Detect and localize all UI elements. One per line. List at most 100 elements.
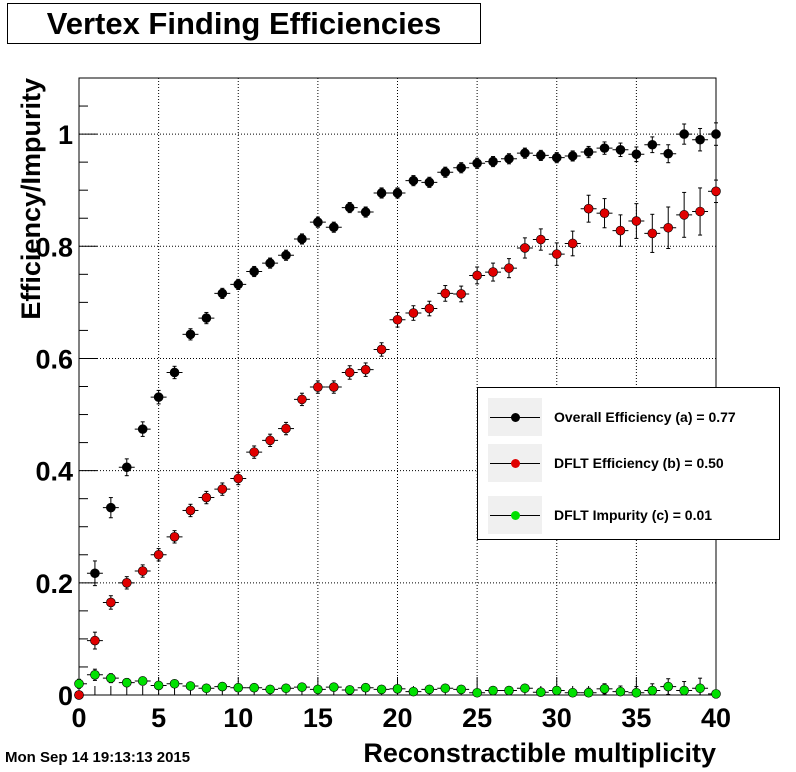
data-point bbox=[663, 681, 674, 692]
data-point bbox=[265, 435, 275, 446]
legend-label-dflt-efficiency: DFLT Efficiency (b) = 0.50 bbox=[554, 455, 724, 471]
data-point bbox=[297, 682, 307, 692]
legend-swatch bbox=[488, 444, 542, 482]
data-point bbox=[472, 158, 482, 169]
data-point bbox=[408, 308, 419, 318]
series-dflt-impurity bbox=[74, 668, 721, 699]
data-point bbox=[249, 682, 259, 693]
data-point bbox=[90, 635, 100, 646]
data-point bbox=[711, 129, 721, 139]
data-point bbox=[169, 367, 180, 378]
data-point bbox=[313, 382, 323, 392]
legend-label-dflt-impurity: DFLT Impurity (c) = 0.01 bbox=[554, 507, 713, 523]
legend-label-overall: Overall Efficiency (a) = 0.77 bbox=[554, 409, 736, 425]
legend-entry-dflt-impurity: DFLT Impurity (c) = 0.01 bbox=[488, 496, 773, 534]
series-dflt-efficiency bbox=[74, 179, 721, 700]
data-point bbox=[121, 578, 132, 588]
title-box: Vertex Finding Efficiencies bbox=[7, 3, 481, 44]
x-tick-label: 25 bbox=[462, 703, 492, 733]
data-point bbox=[599, 143, 610, 153]
data-point bbox=[424, 177, 435, 188]
data-point bbox=[344, 685, 355, 695]
data-point bbox=[328, 682, 339, 692]
data-point bbox=[121, 462, 132, 473]
x-tick-label: 10 bbox=[223, 703, 253, 733]
data-point bbox=[583, 147, 594, 157]
data-point bbox=[297, 234, 307, 244]
data-point bbox=[408, 175, 419, 186]
data-point bbox=[74, 678, 84, 689]
data-point bbox=[551, 249, 562, 259]
data-point bbox=[137, 424, 148, 434]
data-point bbox=[313, 684, 323, 695]
data-point bbox=[567, 238, 578, 249]
data-point bbox=[185, 505, 196, 516]
data-point bbox=[504, 685, 514, 696]
data-point bbox=[344, 367, 355, 378]
data-point bbox=[233, 473, 244, 484]
data-point bbox=[615, 225, 626, 236]
y-tick-label: 0.4 bbox=[35, 457, 73, 487]
y-tick-label: 1 bbox=[58, 120, 73, 150]
data-point bbox=[695, 683, 705, 694]
timestamp: Mon Sep 14 19:13:13 2015 bbox=[5, 749, 191, 766]
data-point bbox=[281, 423, 291, 434]
data-point bbox=[153, 549, 164, 560]
data-point bbox=[185, 329, 196, 340]
data-point bbox=[281, 250, 291, 261]
data-point bbox=[711, 186, 721, 197]
data-point bbox=[297, 394, 307, 405]
data-point bbox=[679, 210, 689, 220]
data-point bbox=[408, 686, 419, 697]
data-point bbox=[392, 188, 403, 198]
data-point bbox=[201, 492, 212, 503]
data-point bbox=[440, 167, 451, 178]
data-point bbox=[360, 364, 371, 375]
legend-swatch bbox=[488, 496, 542, 534]
data-point bbox=[106, 502, 116, 513]
data-point bbox=[551, 685, 562, 696]
data-point bbox=[472, 270, 482, 281]
x-tick-label: 0 bbox=[71, 703, 86, 733]
x-tick-label: 20 bbox=[382, 703, 412, 733]
legend: Overall Efficiency (a) = 0.77 DFLT Effic… bbox=[477, 387, 780, 540]
y-axis-label: Efficiency/Impurity bbox=[16, 78, 46, 320]
data-point bbox=[121, 677, 132, 688]
data-point bbox=[440, 288, 451, 299]
series-overall-efficiency bbox=[74, 122, 721, 700]
data-point bbox=[631, 216, 642, 226]
data-point bbox=[376, 344, 387, 355]
data-point bbox=[392, 314, 403, 325]
data-point bbox=[456, 289, 467, 299]
data-point bbox=[185, 681, 196, 691]
data-point bbox=[615, 686, 626, 697]
x-tick-label: 40 bbox=[701, 703, 731, 733]
data-point bbox=[695, 134, 705, 145]
data-point bbox=[249, 266, 259, 277]
data-point bbox=[217, 681, 228, 692]
data-point bbox=[583, 687, 594, 698]
x-axis-label: Reconstractible multiplicity bbox=[363, 738, 716, 768]
data-point bbox=[536, 234, 546, 245]
data-point bbox=[233, 682, 244, 693]
data-point bbox=[217, 288, 228, 299]
data-point bbox=[647, 228, 658, 239]
y-tick-label: 0.8 bbox=[35, 232, 73, 262]
data-point bbox=[344, 202, 355, 213]
data-point bbox=[536, 687, 546, 697]
data-point bbox=[520, 148, 530, 158]
data-point bbox=[599, 208, 610, 218]
data-point bbox=[504, 153, 514, 164]
data-point bbox=[137, 566, 148, 576]
data-point bbox=[583, 203, 594, 214]
data-point bbox=[313, 217, 323, 227]
data-point bbox=[106, 597, 116, 608]
data-point bbox=[456, 162, 467, 173]
x-tick-label: 30 bbox=[542, 703, 572, 733]
x-tick-label: 5 bbox=[151, 703, 166, 733]
data-point bbox=[631, 687, 642, 698]
data-point bbox=[504, 263, 514, 273]
data-point bbox=[217, 484, 228, 494]
data-point bbox=[488, 685, 498, 696]
